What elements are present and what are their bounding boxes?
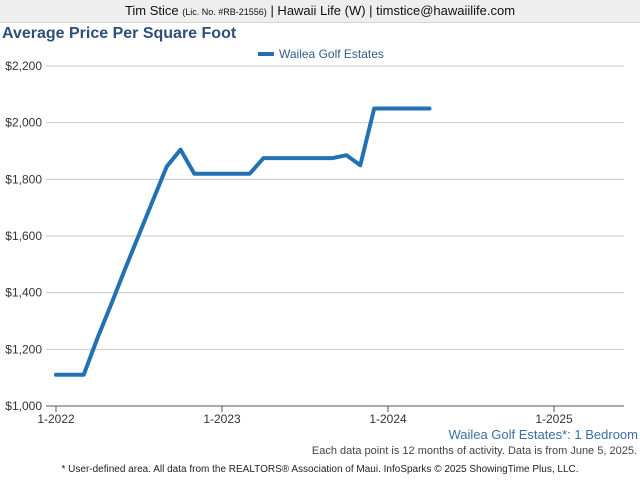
- y-tick-label: $1,400: [5, 286, 42, 300]
- y-tick-label: $1,200: [5, 342, 42, 356]
- y-tick-label: $1,000: [5, 399, 42, 413]
- legend-entry: Wailea Golf Estates: [279, 47, 384, 61]
- agent-header: Tim Stice (Lic. No. #RB-21556) | Hawaii …: [0, 0, 640, 23]
- chart-title: Average Price Per Square Foot: [2, 25, 237, 42]
- x-tick-label: 1-2024: [369, 412, 407, 426]
- data-note: Each data point is 12 months of activity…: [311, 445, 637, 457]
- agent-details: | Hawaii Life (W) | timstice@hawaiilife.…: [270, 3, 516, 18]
- agent-name: Tim Stice: [124, 3, 179, 18]
- footer-credits: * User-defined area. All data from the R…: [61, 464, 579, 475]
- y-tick-label: $2,200: [5, 59, 42, 73]
- x-tick-label: 1-2022: [37, 412, 75, 426]
- license-number: (Lic. No. #RB-21556): [182, 7, 267, 17]
- x-tick-label: 1-2025: [535, 412, 573, 426]
- series-line: [54, 106, 432, 377]
- x-tick-label: 1-2023: [203, 412, 241, 426]
- y-tick-label: $2,000: [5, 116, 42, 130]
- chart-subtitle: Wailea Golf Estates*: 1 Bedroom: [448, 427, 638, 442]
- y-tick-label: $1,800: [5, 172, 42, 186]
- y-tick-label: $1,600: [5, 229, 42, 243]
